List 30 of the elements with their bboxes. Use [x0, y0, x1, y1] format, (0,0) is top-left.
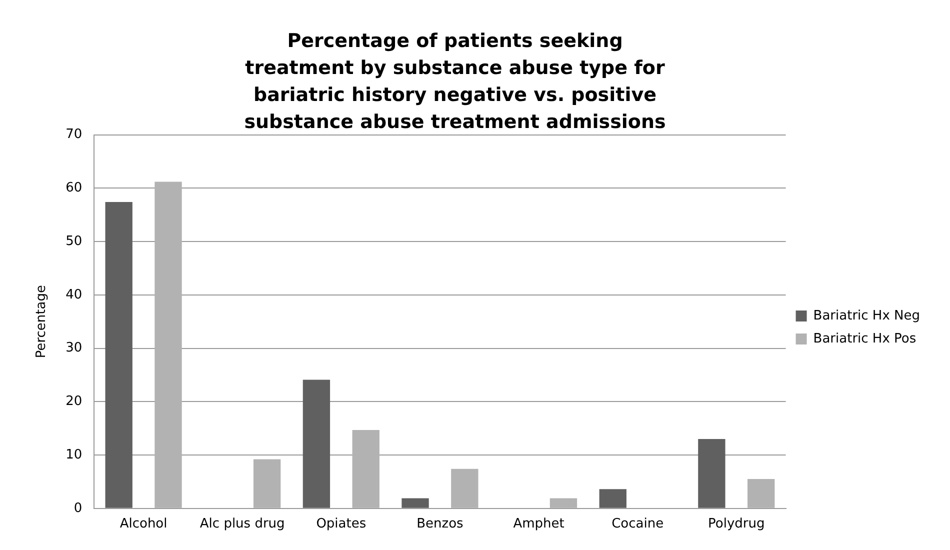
x-tick-label: Polydrug — [708, 516, 765, 532]
x-tick-label: Cocaine — [612, 516, 664, 532]
bar — [698, 439, 726, 508]
legend-label: Bariatric Hx Pos — [813, 331, 916, 346]
y-tick-label: 70 — [66, 127, 82, 142]
y-tick-label: 50 — [66, 234, 82, 249]
y-tick-label: 0 — [74, 500, 82, 516]
x-tick-label: Benzos — [416, 516, 464, 532]
chart-title: Percentage of patients seeking treatment by substance abuse type for bariatric history negative vs. positive substance abuse treatment admissions — [243, 29, 667, 135]
x-tick-label: Alc plus drug — [200, 516, 285, 532]
bar — [402, 498, 429, 508]
legend-label: Bariatric Hx Neg — [813, 308, 920, 324]
bar — [302, 380, 330, 508]
bar — [253, 459, 281, 508]
y-tick-label: 10 — [66, 447, 82, 462]
bar — [352, 430, 380, 508]
bar — [550, 498, 578, 508]
bar — [747, 479, 775, 508]
y-tick-label: 30 — [66, 340, 82, 356]
x-tick-label: Amphet — [513, 516, 564, 532]
bar — [599, 489, 626, 508]
y-tick-label: 60 — [66, 180, 82, 196]
x-tick-label: Opiates — [316, 516, 366, 532]
bar — [451, 468, 478, 508]
y-tick-label: 20 — [66, 394, 82, 410]
bar — [105, 202, 132, 508]
bar — [154, 182, 182, 508]
y-axis-title: Percentage — [34, 285, 50, 358]
x-tick-label: Alcohol — [120, 516, 168, 532]
y-tick-label: 40 — [66, 287, 82, 302]
